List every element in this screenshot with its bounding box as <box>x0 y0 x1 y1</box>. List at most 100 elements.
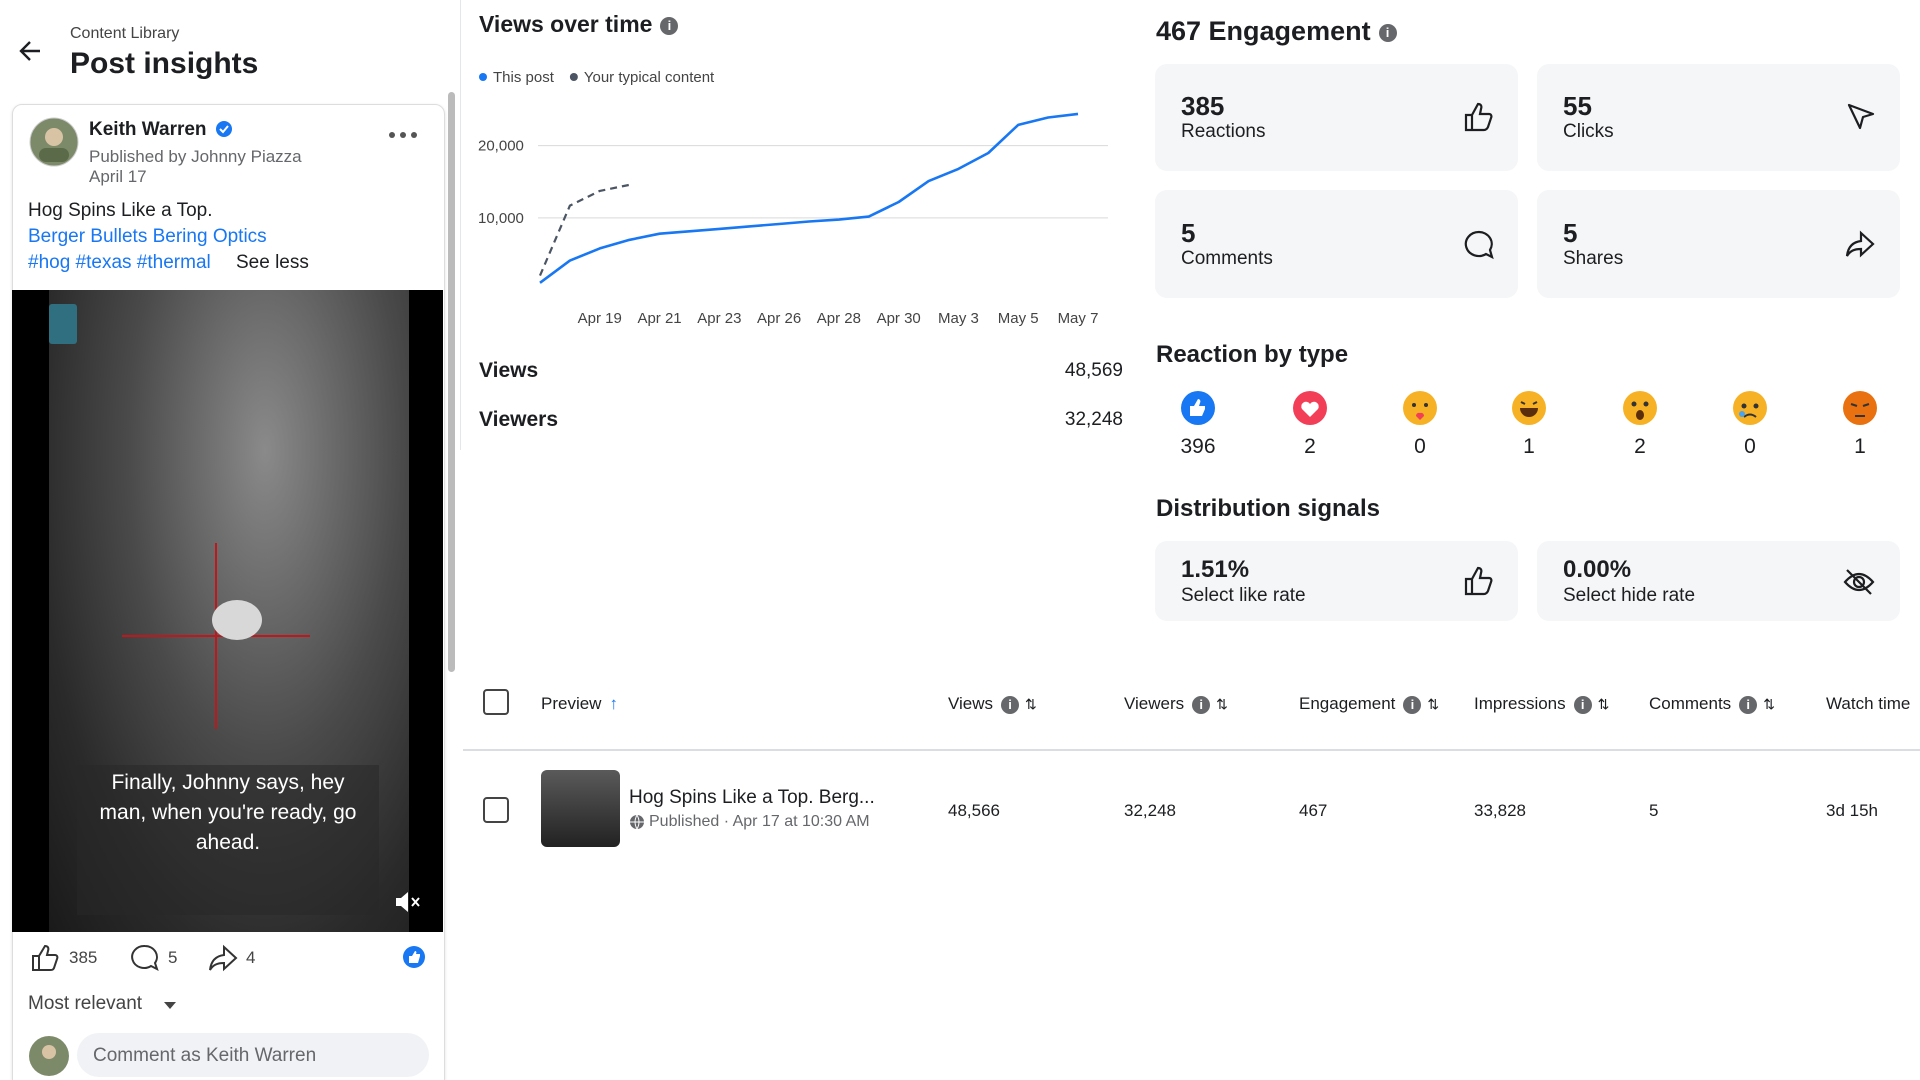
hog-shape <box>212 600 262 640</box>
viewers-value: 32,248 <box>1064 409 1123 430</box>
sort-toggle[interactable]: ⇅ <box>1025 696 1037 712</box>
reaction-care <box>1403 391 1437 425</box>
sort-toggle[interactable]: ⇅ <box>1763 696 1775 712</box>
sort-arrow: ↑ <box>609 694 618 713</box>
commenter-avatar <box>29 1036 69 1076</box>
comment-icon[interactable] <box>130 943 160 973</box>
reaction-haha <box>1512 391 1546 425</box>
card-label: Reactions <box>1181 121 1266 142</box>
reaction-count: 2 <box>1634 435 1646 458</box>
sort-toggle[interactable]: ⇅ <box>1216 696 1228 712</box>
column-header[interactable]: Impressions i ⇅ <box>1474 695 1609 714</box>
card-label: Comments <box>1181 248 1273 269</box>
sort-toggle[interactable]: ⇅ <box>1597 696 1610 712</box>
cell: 33,828 <box>1474 801 1526 820</box>
legend-dot <box>569 73 578 81</box>
video-player[interactable]: Finally, Johnny says, hey man, when you'… <box>12 290 443 932</box>
info-icon[interactable]: i <box>1739 695 1758 714</box>
share-count: 4 <box>246 948 256 967</box>
post-text: Hog Spins Like a Top. <box>28 200 213 221</box>
breadcrumb[interactable]: Content Library <box>70 25 180 42</box>
reaction-wow <box>1623 391 1657 425</box>
avatar <box>29 117 79 167</box>
column-header[interactable]: Watch time <box>1826 695 1910 712</box>
cell: 32,248 <box>1124 801 1176 820</box>
like-icon <box>1464 102 1493 132</box>
post-hashtags[interactable]: #hog #texas #thermal <box>28 252 211 273</box>
post-date: April 17 <box>89 167 147 186</box>
reaction-like <box>1181 391 1215 425</box>
column-header[interactable]: Views i ⇅ <box>948 695 1037 714</box>
column-header[interactable]: Preview ↑ <box>541 695 618 712</box>
column-header[interactable]: Comments i ⇅ <box>1649 695 1775 714</box>
comment-input[interactable] <box>77 1033 429 1077</box>
info-icon[interactable]: i <box>1573 695 1592 714</box>
card-label: Shares <box>1563 248 1624 269</box>
share-icon <box>1845 230 1875 258</box>
verified-badge <box>216 121 232 137</box>
author-name[interactable]: Keith Warren <box>89 119 207 140</box>
row-checkbox[interactable] <box>483 797 509 823</box>
video-caption: Finally, Johnny says, hey man, when you'… <box>99 771 357 854</box>
reaction-angry <box>1843 391 1877 425</box>
cell: 3d 15h <box>1826 801 1878 820</box>
column-title: Watch time <box>1826 694 1911 713</box>
column-header[interactable]: Engagement i ⇅ <box>1299 695 1439 714</box>
card-value: 55 <box>1563 91 1592 121</box>
card-value: 5 <box>1181 218 1196 248</box>
clicks-card <box>1537 64 1900 171</box>
more-options[interactable] <box>388 130 418 140</box>
published-by: Published by Johnny Piazza <box>89 147 302 166</box>
sort-dropdown[interactable]: Most relevant <box>28 993 143 1014</box>
row-title[interactable]: Hog Spins Like a Top. Berg... <box>629 787 875 808</box>
row-thumbnail[interactable] <box>541 770 620 847</box>
column-title: Engagement <box>1299 694 1396 713</box>
sort-toggle[interactable]: ⇅ <box>1427 696 1440 712</box>
card-label: Select hide rate <box>1563 585 1696 606</box>
legend-label: This post <box>493 69 555 86</box>
column-title: Viewers <box>1124 694 1185 713</box>
scrollbar[interactable] <box>448 92 455 672</box>
column-title: Preview <box>541 694 602 713</box>
column-title: Comments <box>1649 694 1732 713</box>
info-icon[interactable]: i <box>1403 695 1422 714</box>
info-icon[interactable]: i <box>1192 695 1211 714</box>
share-icon[interactable] <box>208 943 238 973</box>
info-icon[interactable]: i <box>660 16 679 35</box>
mute-button[interactable] <box>394 890 422 914</box>
hide-icon <box>1843 569 1875 595</box>
chart-title: Views over time i <box>479 13 679 36</box>
legend-label: Your typical content <box>584 69 715 86</box>
reaction-sad <box>1733 391 1767 425</box>
cursor-icon <box>1847 103 1875 130</box>
card-value: 385 <box>1181 91 1225 121</box>
see-less[interactable]: See less <box>236 252 309 273</box>
select-all-checkbox[interactable] <box>483 689 509 715</box>
info-icon[interactable]: i <box>1378 23 1397 42</box>
engagement-title-text: 467 Engagement <box>1156 16 1371 46</box>
reaction-count: 0 <box>1744 435 1756 458</box>
like-icon[interactable] <box>30 943 60 973</box>
card-label: Clicks <box>1563 121 1614 142</box>
back-button[interactable] <box>18 38 44 64</box>
like-rate-card <box>1155 541 1518 621</box>
x-tick-label: Apr 21 <box>637 310 681 327</box>
x-tick-label: Apr 26 <box>757 310 801 327</box>
page-title: Post insights <box>70 47 259 80</box>
like-icon <box>1464 566 1493 596</box>
column-header[interactable]: Viewers i ⇅ <box>1124 695 1228 714</box>
info-icon[interactable]: i <box>1001 695 1020 714</box>
y-tick-label: 10,000 <box>478 210 524 227</box>
x-tick-label: Apr 30 <box>877 310 921 327</box>
reactions-title: Reaction by type <box>1156 341 1349 368</box>
post-links[interactable]: Berger Bullets Bering Optics <box>28 226 267 247</box>
reaction-count: 396 <box>1180 435 1216 458</box>
x-tick-label: Apr 28 <box>817 310 861 327</box>
series-line <box>538 183 630 277</box>
video-badge <box>49 304 77 344</box>
column-title: Impressions <box>1474 694 1566 713</box>
card-label: Select like rate <box>1181 585 1306 606</box>
